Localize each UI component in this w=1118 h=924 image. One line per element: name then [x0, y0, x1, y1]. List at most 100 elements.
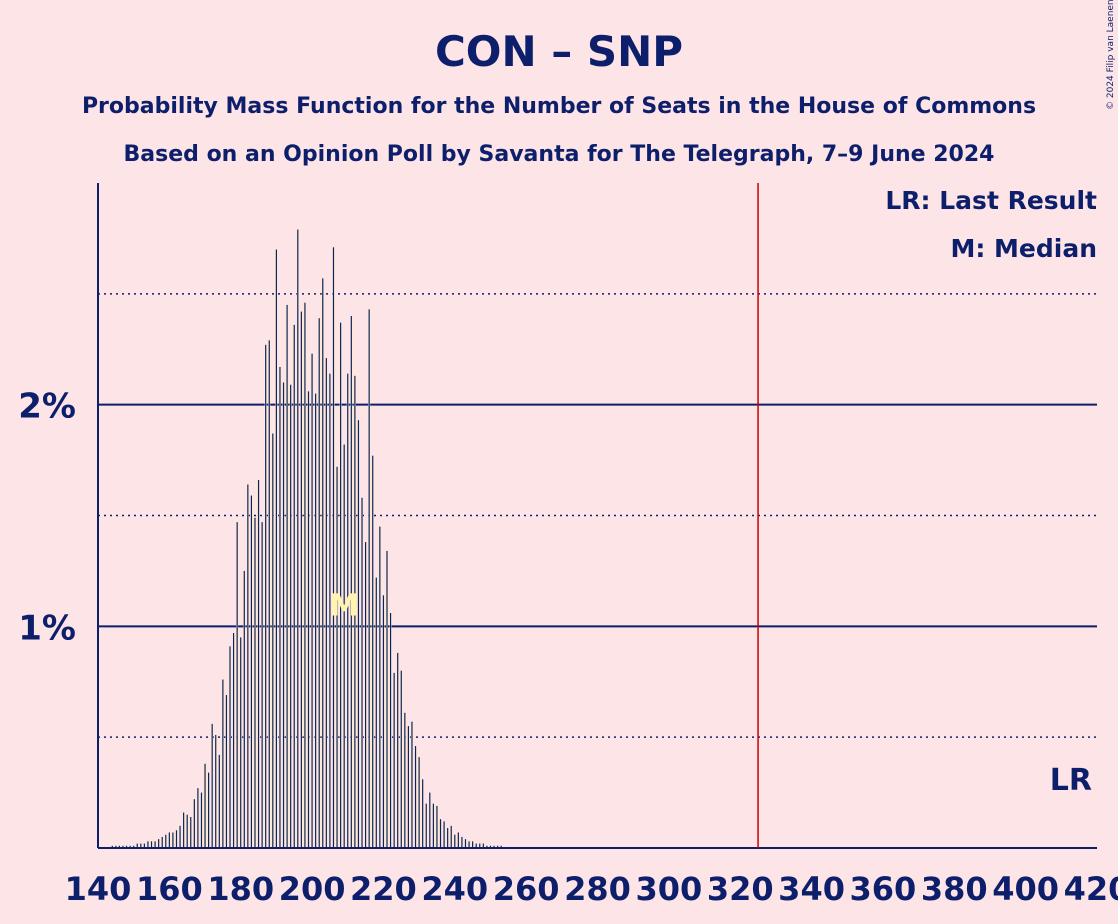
bar	[307, 391, 310, 848]
bar	[382, 595, 385, 848]
bar	[179, 825, 181, 848]
median-marker: M	[329, 588, 359, 623]
bar	[493, 845, 495, 848]
bar	[175, 830, 178, 848]
bar	[300, 311, 302, 849]
lr-label: LR	[1050, 763, 1092, 798]
x-tick-label: 240	[421, 870, 488, 908]
bar	[168, 832, 170, 848]
bar	[425, 803, 427, 848]
bar	[361, 497, 363, 848]
bar	[290, 384, 292, 848]
bar	[286, 304, 288, 849]
bar	[322, 278, 324, 849]
bar	[208, 772, 210, 848]
bar	[129, 845, 131, 848]
bar	[468, 841, 470, 848]
x-tick-label: 380	[921, 870, 988, 908]
bar	[457, 832, 459, 848]
x-tick-label: 320	[707, 870, 774, 908]
bar	[347, 373, 349, 848]
bar	[193, 799, 195, 848]
bar	[357, 420, 360, 848]
bar	[186, 814, 188, 848]
x-tick-label: 180	[207, 870, 274, 908]
bar	[500, 845, 502, 848]
bar	[225, 695, 228, 848]
bars	[111, 229, 503, 849]
bar	[282, 382, 285, 848]
bar	[475, 843, 477, 848]
bar	[122, 845, 124, 848]
bar	[454, 834, 456, 848]
bar	[318, 318, 320, 848]
bar	[450, 825, 452, 848]
bar	[183, 812, 185, 848]
bar	[140, 843, 142, 848]
bar	[236, 522, 238, 848]
bar	[304, 302, 306, 848]
x-tick-label: 400	[992, 870, 1059, 908]
bar	[354, 375, 356, 848]
bar	[372, 455, 374, 848]
bar	[165, 834, 167, 848]
bar	[336, 466, 338, 848]
chart-subtitle-2: Based on an Opinion Poll by Savanta for …	[124, 142, 995, 167]
copyright-credit: © 2024 Filip van Laenen	[1106, 0, 1116, 110]
x-tick-label: 300	[635, 870, 702, 908]
bar	[190, 816, 192, 848]
x-tick-label: 420	[1064, 870, 1118, 908]
bar	[400, 670, 402, 848]
bar	[243, 570, 245, 848]
bar	[404, 712, 406, 848]
bar	[218, 754, 220, 848]
bar	[439, 819, 442, 848]
bar	[232, 632, 235, 848]
bar	[386, 550, 388, 848]
x-tick-labels: 140 160 180 200 220 240 260 280 300 320 340 360 380 4…	[65, 870, 1118, 908]
bar	[133, 845, 135, 848]
bar	[272, 433, 274, 848]
bar	[315, 393, 317, 848]
legend-median: M: Median	[950, 234, 1097, 263]
bar	[429, 792, 431, 848]
bar	[489, 845, 492, 848]
bar	[461, 836, 463, 848]
bar	[204, 763, 206, 848]
bar	[393, 672, 395, 848]
bar	[154, 841, 156, 848]
bar	[279, 366, 281, 848]
bar	[397, 652, 399, 848]
bar	[311, 353, 313, 848]
x-tick-label: 200	[279, 870, 346, 908]
bar	[482, 843, 484, 848]
bar	[325, 358, 327, 848]
bar	[422, 779, 424, 848]
bar	[161, 836, 163, 848]
bar	[497, 845, 499, 848]
bar	[250, 495, 253, 848]
bar	[222, 679, 224, 848]
bar	[247, 484, 249, 848]
y-tick-label: 1%	[18, 608, 76, 648]
x-tick-label: 260	[493, 870, 560, 908]
bar	[254, 517, 256, 848]
bar	[143, 843, 145, 848]
y-tick-label: 2%	[18, 387, 76, 427]
bar	[464, 839, 467, 848]
bar	[432, 803, 434, 848]
bar	[200, 792, 203, 848]
x-tick-label: 360	[850, 870, 917, 908]
bar	[147, 841, 149, 848]
x-tick-label: 140	[65, 870, 132, 908]
bar	[111, 845, 113, 848]
bar	[486, 845, 488, 848]
bar	[364, 542, 367, 848]
bar	[375, 577, 377, 848]
bar	[118, 845, 121, 848]
chart-title: CON – SNP	[435, 27, 683, 76]
bar	[240, 637, 242, 848]
bar	[379, 526, 381, 848]
bar	[447, 828, 449, 848]
